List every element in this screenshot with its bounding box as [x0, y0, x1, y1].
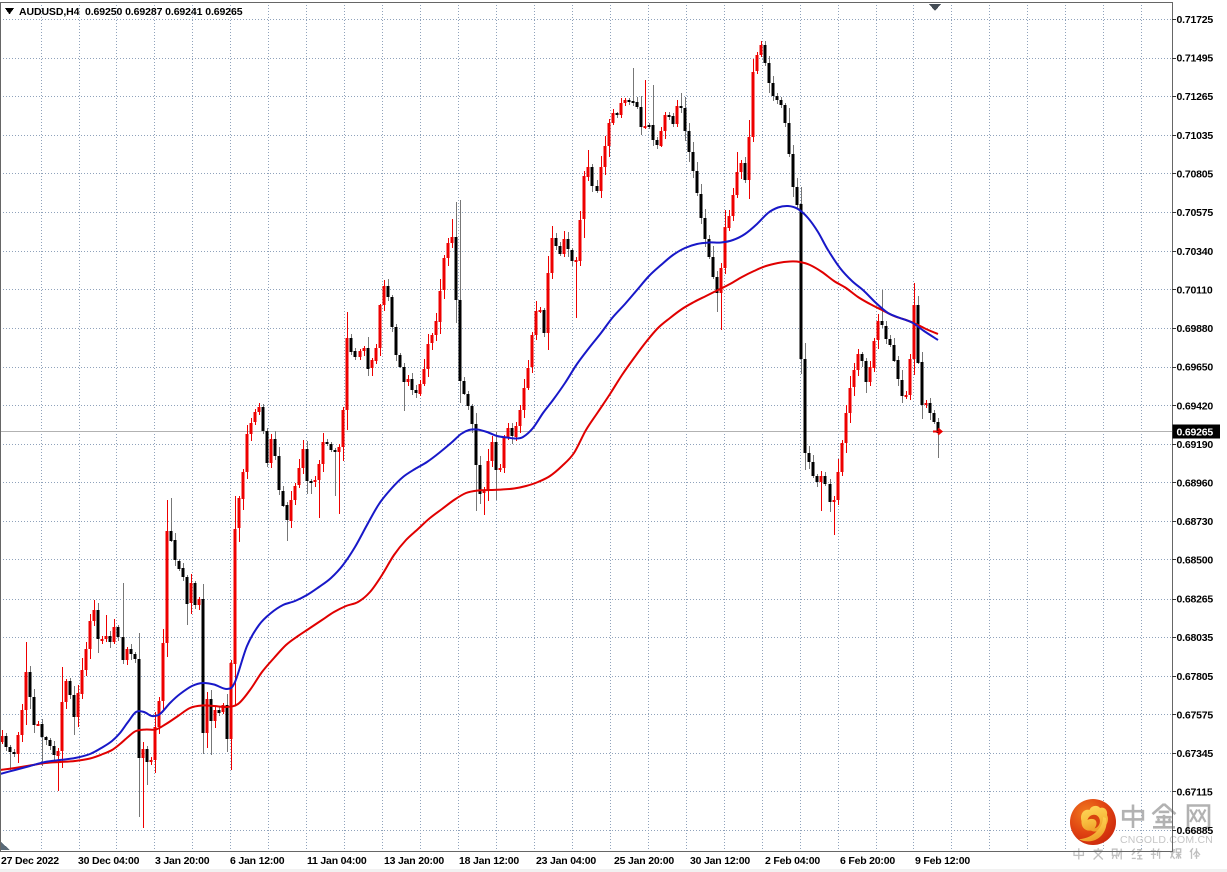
- svg-text:0.68730: 0.68730: [1177, 516, 1214, 528]
- svg-text:0.69265: 0.69265: [1177, 427, 1214, 439]
- svg-text:0.69880: 0.69880: [1177, 323, 1214, 335]
- svg-text:0.71035: 0.71035: [1177, 130, 1214, 142]
- svg-text:6 Jan 12:00: 6 Jan 12:00: [230, 855, 285, 867]
- svg-text:0.71725: 0.71725: [1177, 14, 1214, 26]
- svg-text:9 Feb 12:00: 9 Feb 12:00: [915, 855, 970, 867]
- svg-text:0.71265: 0.71265: [1177, 91, 1214, 103]
- svg-text:0.67805: 0.67805: [1177, 671, 1214, 683]
- svg-text:AUDUSD,H4 0.69250 0.69287 0.6: AUDUSD,H4 0.69250 0.69287 0.69241 0.6926…: [19, 6, 243, 18]
- svg-text:0.69420: 0.69420: [1177, 400, 1214, 412]
- svg-text:25 Jan 20:00: 25 Jan 20:00: [614, 855, 674, 867]
- svg-text:0.70110: 0.70110: [1177, 285, 1213, 297]
- svg-text:18 Jan 12:00: 18 Jan 12:00: [459, 855, 519, 867]
- svg-text:11 Jan 04:00: 11 Jan 04:00: [307, 855, 367, 867]
- svg-text:0.67345: 0.67345: [1177, 748, 1214, 760]
- svg-text:30 Dec 04:00: 30 Dec 04:00: [78, 855, 140, 867]
- svg-text:30 Jan 12:00: 30 Jan 12:00: [690, 855, 750, 867]
- svg-text:2 Feb 04:00: 2 Feb 04:00: [765, 855, 820, 867]
- svg-text:0.68035: 0.68035: [1177, 632, 1214, 644]
- svg-text:0.68960: 0.68960: [1177, 477, 1214, 489]
- svg-text:0.69650: 0.69650: [1177, 362, 1214, 374]
- svg-text:0.67575: 0.67575: [1177, 709, 1214, 721]
- svg-text:0.70340: 0.70340: [1177, 246, 1214, 258]
- svg-text:27 Dec 2022: 27 Dec 2022: [1, 855, 59, 867]
- svg-text:0.67115: 0.67115: [1177, 786, 1213, 798]
- svg-text:0.69190: 0.69190: [1177, 439, 1214, 451]
- svg-text:0.66885: 0.66885: [1177, 825, 1214, 837]
- svg-text:0.68265: 0.68265: [1177, 594, 1214, 606]
- svg-text:23 Jan 04:00: 23 Jan 04:00: [536, 855, 596, 867]
- svg-text:6 Feb 20:00: 6 Feb 20:00: [840, 855, 895, 867]
- svg-text:0.68500: 0.68500: [1177, 554, 1214, 566]
- svg-text:0.70575: 0.70575: [1177, 207, 1214, 219]
- svg-text:13 Jan 20:00: 13 Jan 20:00: [384, 855, 444, 867]
- svg-text:3 Jan 20:00: 3 Jan 20:00: [155, 855, 210, 867]
- svg-text:0.70805: 0.70805: [1177, 168, 1214, 180]
- svg-text:0.71495: 0.71495: [1177, 53, 1214, 65]
- svg-text:CNGOLD.COM.CN: CNGOLD.COM.CN: [1120, 834, 1213, 846]
